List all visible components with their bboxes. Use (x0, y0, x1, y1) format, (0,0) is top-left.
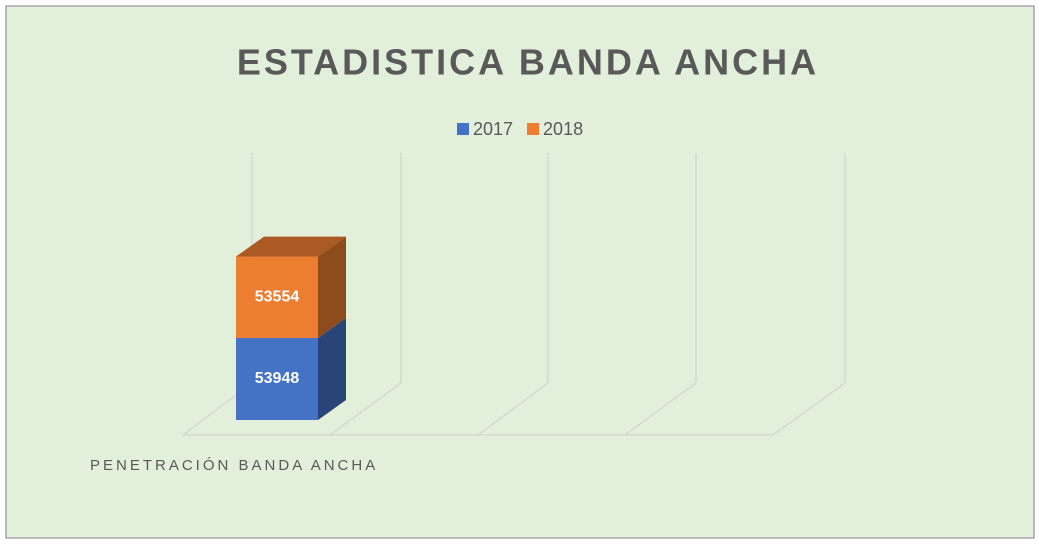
chart-area (5, 5, 1035, 539)
legend-label: 2017 (473, 119, 513, 139)
bar-side (318, 317, 346, 420)
bar (236, 337, 318, 420)
legend-swatch (457, 123, 469, 135)
legend-swatch (527, 123, 540, 135)
data-label: 53948 (255, 370, 300, 387)
x-tick-label: PENETRACIÓN BANDA ANCHA (90, 457, 378, 474)
legend-label: 2018 (543, 119, 583, 139)
chart-title: ESTADISTICA BANDA ANCHA (237, 42, 819, 83)
bar-side (318, 236, 346, 338)
bar (236, 256, 318, 338)
data-label: 53554 (255, 289, 300, 306)
bar-top (236, 236, 346, 257)
